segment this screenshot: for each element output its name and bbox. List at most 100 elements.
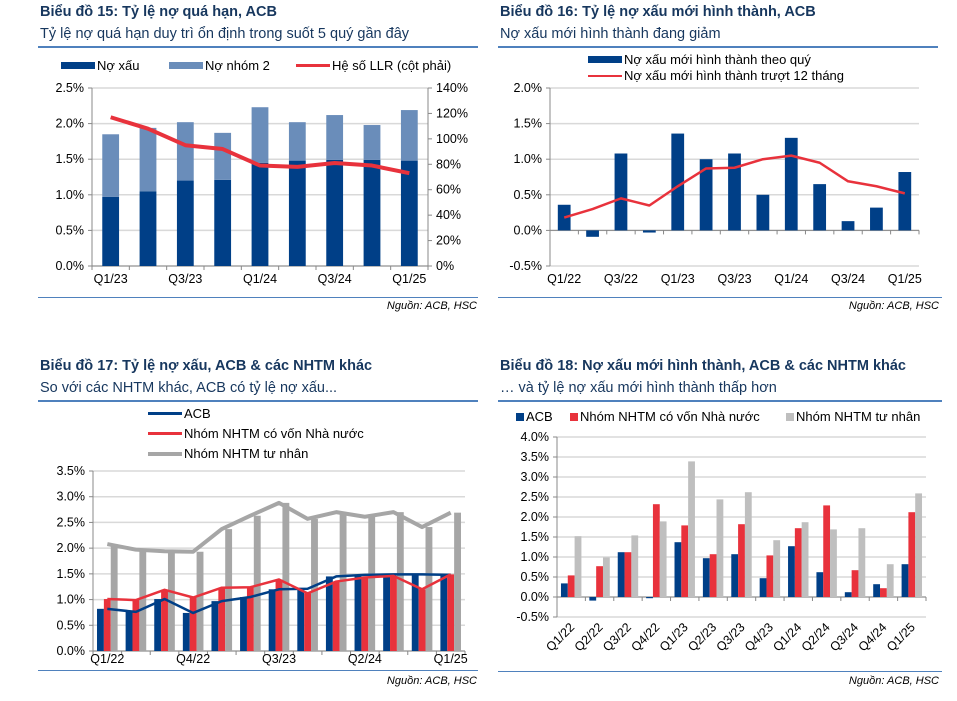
y-tick-label: 0.0%	[56, 259, 85, 273]
bar-0-5	[240, 597, 247, 651]
y-tick-label: 1.0%	[56, 188, 85, 202]
bar-1-2	[176, 122, 194, 181]
bar-1-1	[132, 600, 140, 651]
bar-2-6	[282, 502, 290, 651]
bar-1-4	[218, 587, 226, 651]
bar-0-7	[756, 194, 770, 231]
bar-0-5	[702, 558, 710, 597]
x-tick-label: Q3/24	[831, 272, 865, 286]
y-tick-label: 2.0%	[521, 510, 550, 524]
legend-swatch	[570, 412, 578, 421]
chart15-subtitle: Tỷ lệ nợ quá hạn duy trì ổn định trong s…	[40, 26, 410, 42]
chart17-bottom-rule	[38, 670, 478, 671]
legend-label: Nợ xấu mới hình thành theo quý	[624, 52, 811, 67]
y-tick-label: 1.0%	[57, 593, 86, 607]
bar-0-0	[102, 196, 120, 266]
y-tick-label: 2.5%	[57, 515, 86, 529]
bar-0-8	[784, 137, 798, 231]
legend-label: Hệ số LLR (cột phải)	[332, 58, 452, 73]
bar-0-10	[844, 592, 852, 597]
legend-label: Nợ nhóm 2	[205, 58, 270, 73]
bar-0-4	[251, 162, 269, 266]
bar-1-4	[681, 525, 689, 597]
y-tick-label: 2.0%	[56, 117, 85, 131]
legend-swatch	[169, 62, 203, 69]
x-tick-label: Q4/22	[176, 652, 210, 666]
bar-1-5	[288, 122, 306, 161]
bar-0-8	[325, 576, 333, 651]
bar-0-6	[326, 159, 344, 266]
bar-1-12	[908, 512, 916, 597]
bar-0-6	[268, 589, 276, 651]
chart16-legend-item-1: Nợ xấu mới hình thành trượt 12 tháng	[588, 68, 844, 83]
x-tick-label: Q1/25	[884, 620, 918, 654]
bar-2-10	[858, 528, 866, 597]
chart18-title: Biểu đồ 18: Nợ xấu mới hình thành, ACB &…	[500, 358, 906, 374]
x-tick-label: Q1/25	[434, 652, 468, 666]
y-tick-label: 1.5%	[514, 117, 543, 131]
x-tick-label: Q4/23	[742, 620, 776, 654]
x-tick-label: Q1/22	[543, 620, 577, 654]
bar-2-3	[196, 551, 204, 651]
chart17-legend-item-0: ACB	[148, 406, 211, 421]
bar-1-10	[851, 570, 859, 597]
chart15-legend-item-0: Nợ xấu	[61, 58, 140, 73]
bar-1-9	[823, 505, 831, 597]
chart15-legend-item-1: Nợ nhóm 2	[169, 58, 270, 73]
bar-1-1	[596, 566, 603, 597]
legend-swatch	[148, 412, 182, 415]
y-tick-label: 0.0%	[57, 644, 86, 658]
chart16-title-rule	[498, 46, 938, 48]
bar-2-10	[396, 512, 404, 651]
y-tick-label: 1.5%	[56, 152, 85, 166]
chart18-subtitle: … và tỷ lệ nợ xấu mới hình thành thấp hơ…	[500, 380, 777, 396]
bar-0-11	[873, 584, 881, 597]
chart16-bottom-rule	[498, 297, 942, 298]
bar-2-7	[773, 540, 781, 597]
chart15-bottom-rule	[38, 297, 478, 298]
bar-2-0	[574, 536, 582, 597]
chart17-title: Biểu đồ 17: Tỷ lệ nợ xấu, ACB & các NHTM…	[40, 358, 373, 374]
chart17-title-rule	[38, 400, 478, 402]
bar-1-7	[304, 593, 312, 651]
bar-2-1	[602, 557, 610, 597]
bar-2-3	[659, 521, 667, 597]
x-tick-label: Q1/24	[770, 620, 804, 654]
bar-2-9	[368, 516, 376, 651]
y2-tick-label: 120%	[436, 106, 468, 120]
chart15-legend-item-2: Hệ số LLR (cột phải)	[296, 58, 451, 73]
chart15-plot: 0.0% 0.5% 1.0% 1.5% 2.0% 2.5% 0% 20% 40% 60% 80% 10…	[56, 81, 468, 286]
bar-1-2	[624, 552, 632, 597]
bar-0-1	[125, 611, 133, 651]
chart18-legend-item-2: Nhóm NHTM tư nhân	[786, 409, 920, 424]
chart18-source: Nguồn: ACB, HSC	[848, 675, 939, 687]
x-tick-label: Q3/24	[827, 620, 861, 654]
x-tick-label: Q3/23	[717, 272, 751, 286]
y2-tick-label: 20%	[436, 234, 461, 248]
bar-0-6	[731, 554, 739, 597]
chart18-bottom-rule	[498, 671, 942, 672]
bar-2-5	[253, 515, 261, 651]
bar-0-10	[841, 221, 855, 231]
bar-1-9	[361, 577, 369, 651]
bar-1-7	[766, 555, 774, 597]
y-tick-label: 0.5%	[56, 223, 85, 237]
y-tick-label: 0.5%	[514, 188, 543, 202]
x-tick-label: Q1/25	[888, 272, 922, 286]
chart15-title: Biểu đồ 15: Tỷ lệ nợ quá hạn, ACB	[40, 4, 277, 20]
bar-1-3	[189, 597, 197, 651]
chart16-legend-item-0: Nợ xấu mới hình thành theo quý	[588, 52, 811, 67]
y-tick-label: 1.5%	[521, 530, 550, 544]
chart16-plot: -0.5% 0.0% 0.5% 1.0% 1.5% 2.0% Q1/22 Q3/22 Q1/23…	[509, 81, 922, 286]
chart17-subtitle: So với các NHTM khác, ACB có tỷ lệ nợ xấ…	[40, 380, 338, 396]
bar-1-8	[794, 528, 802, 597]
legend-label: Nhóm NHTM tư nhân	[184, 446, 309, 461]
y2-tick-label: 80%	[436, 157, 461, 171]
x-tick-label: Q3/22	[604, 272, 638, 286]
legend-swatch	[516, 412, 524, 421]
bar-1-0	[103, 599, 111, 651]
chart17-legend-item-1: Nhóm NHTM có vốn Nhà nước	[148, 426, 364, 441]
y2-tick-label: 40%	[436, 208, 461, 222]
bar-2-11	[425, 527, 433, 651]
x-tick-label: Q2/24	[799, 620, 833, 654]
